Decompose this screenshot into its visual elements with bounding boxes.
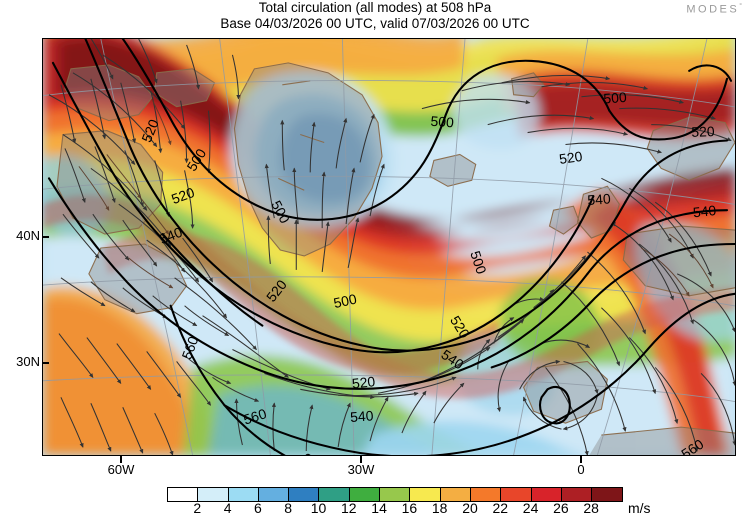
colorbar-units-label: m/s bbox=[628, 500, 651, 516]
colorbar-tick-14: 14 bbox=[371, 500, 387, 516]
svg-text:520: 520 bbox=[351, 373, 376, 391]
x-axis-tick-60w bbox=[120, 456, 122, 463]
y-axis-tick-40n bbox=[42, 236, 49, 238]
svg-text:540: 540 bbox=[587, 190, 612, 208]
chart-title-line-2: Base 04/03/2026 00 UTC, valid 07/03/2026… bbox=[220, 16, 530, 31]
colorbar-swatch-11 bbox=[501, 488, 532, 501]
svg-text:540: 540 bbox=[692, 202, 717, 220]
svg-text:540: 540 bbox=[350, 407, 375, 425]
chart-title-line-1: Total circulation (all modes) at 508 hPa bbox=[258, 0, 492, 15]
colorbar-swatch-12 bbox=[531, 488, 562, 501]
colorbar-swatch-8 bbox=[410, 488, 441, 501]
colorbar-tick-22: 22 bbox=[492, 500, 509, 516]
svg-text:560: 560 bbox=[241, 405, 268, 427]
colorbar-tick-2: 2 bbox=[193, 500, 202, 516]
svg-text:520: 520 bbox=[169, 184, 197, 207]
colorbar-swatch-0 bbox=[168, 488, 199, 501]
y-axis-label-30n: 30N bbox=[16, 354, 40, 369]
brand-mark: ° bbox=[739, 3, 742, 10]
svg-text:560: 560 bbox=[178, 334, 201, 362]
colorbar-tick-24: 24 bbox=[522, 500, 539, 516]
colorbar-swatch-14 bbox=[592, 488, 623, 501]
colorbar-tick-6: 6 bbox=[253, 500, 262, 516]
colorbar-swatch-5 bbox=[319, 488, 350, 501]
colorbar-tick-26: 26 bbox=[553, 500, 569, 516]
colorbar-swatch-10 bbox=[470, 488, 502, 501]
svg-text:500: 500 bbox=[332, 291, 358, 312]
brand-name: MODES bbox=[686, 3, 740, 16]
colorbar-swatches bbox=[167, 487, 624, 502]
svg-text:520: 520 bbox=[558, 148, 584, 167]
colorbar-swatch-6 bbox=[349, 488, 381, 501]
graticule bbox=[43, 39, 735, 455]
x-axis-label-60w: 60W bbox=[107, 462, 135, 477]
y-axis-label-40n: 40N bbox=[16, 228, 40, 243]
colorbar-swatch-2 bbox=[228, 488, 259, 501]
colorbar-swatch-3 bbox=[258, 488, 290, 501]
colorbar-tick-10: 10 bbox=[310, 500, 327, 516]
chart-title-block: Total circulation (all modes) at 508 hPa… bbox=[0, 0, 750, 32]
colorbar-swatch-1 bbox=[198, 488, 229, 501]
x-axis-label-30w: 30W bbox=[347, 462, 375, 477]
x-axis-tick-0 bbox=[580, 456, 582, 463]
colorbar-tick-4: 4 bbox=[223, 500, 232, 516]
y-axis-tick-30n bbox=[42, 362, 49, 364]
map-plot-area: 520 500 520 540 500 520 500 500 500 520 … bbox=[42, 38, 736, 456]
colorbar-tick-labels: 2 4 6 8 10 12 14 16 18 20 22 24 26 28 bbox=[167, 500, 623, 516]
map-canvas: 520 500 520 540 500 520 500 500 500 520 … bbox=[43, 39, 735, 455]
x-axis-tick-30w bbox=[360, 456, 362, 463]
colorbar-swatch-13 bbox=[561, 488, 593, 501]
svg-text:560: 560 bbox=[289, 449, 317, 455]
svg-text:500: 500 bbox=[430, 113, 455, 131]
colorbar-swatch-4 bbox=[289, 488, 320, 501]
wind-vector-arrows-land bbox=[78, 100, 714, 297]
geopotential-contours bbox=[47, 39, 735, 455]
modes-brand-logo: MODES° bbox=[686, 3, 742, 16]
svg-text:520: 520 bbox=[691, 123, 715, 140]
colorbar-tick-12: 12 bbox=[341, 500, 357, 516]
colorbar-tick-18: 18 bbox=[431, 500, 448, 516]
colorbar-swatch-9 bbox=[440, 488, 471, 501]
colorbar-swatch-7 bbox=[380, 488, 411, 501]
svg-text:500: 500 bbox=[467, 249, 490, 276]
x-axis-label-0: 0 bbox=[577, 462, 585, 477]
colorbar-tick-8: 8 bbox=[284, 500, 293, 516]
svg-text:500: 500 bbox=[603, 89, 628, 107]
colorbar-tick-28: 28 bbox=[583, 500, 599, 516]
colorbar-tick-20: 20 bbox=[462, 500, 478, 516]
contour-labels: 520 500 520 540 500 520 500 500 500 520 … bbox=[138, 89, 717, 455]
colorbar bbox=[167, 487, 624, 502]
windspeed-shading-detail bbox=[43, 195, 735, 399]
colorbar-tick-16: 16 bbox=[401, 500, 418, 516]
